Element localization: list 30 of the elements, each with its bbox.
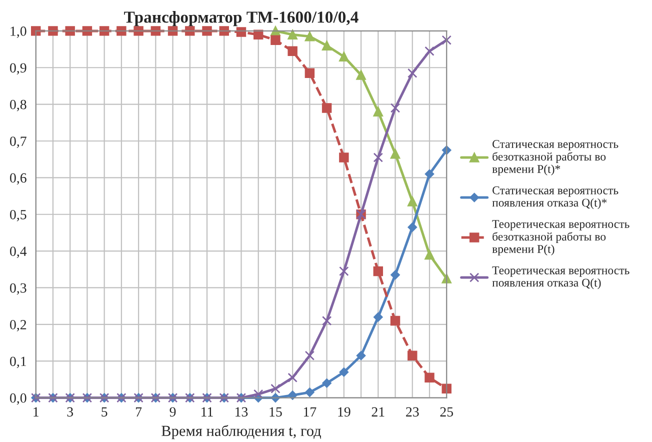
y-tick-label: 0,0 <box>10 393 26 405</box>
x-tick-label: 7 <box>136 407 142 416</box>
x-tick-label: 15 <box>270 407 282 417</box>
chart-title: Трансформатор ТМ-1600/10/0,4 <box>124 11 358 26</box>
x-axis-title: Время наблюдения t, год <box>162 424 322 440</box>
legend-label: Теоретическая вероятность безотказной работы во времени P(t) <box>492 220 630 256</box>
y-tick-label: 0,2 <box>10 320 26 332</box>
y-tick-label: 0,6 <box>10 173 26 185</box>
y-tick-label: 0,1 <box>10 356 26 368</box>
x-tick-label: 11 <box>202 407 213 416</box>
x-tick-label: 1 <box>34 407 38 416</box>
y-tick-label: 0,3 <box>10 283 26 295</box>
x-tick-label: 13 <box>236 407 248 417</box>
x-tick-label: 21 <box>372 407 384 416</box>
y-tick-label: 1,0 <box>10 26 26 38</box>
x-tick-label: 25 <box>440 407 454 417</box>
x-tick-label: 9 <box>170 407 176 417</box>
y-tick-label: 0,4 <box>10 246 27 258</box>
legend-label: Статическая вероятность появления отказа Q(t)* <box>492 186 618 210</box>
legend-label: Теоретическая вероятность появления отказа Q(t) <box>492 266 630 290</box>
y-tick-label: 0,5 <box>10 210 26 222</box>
x-tick-label: 19 <box>338 407 350 417</box>
x-tick-label: 5 <box>102 407 108 417</box>
x-tick-label: 23 <box>406 407 419 417</box>
y-tick-label: 0,7 <box>10 136 26 148</box>
y-tick-label: 0,9 <box>10 63 26 75</box>
y-tick-label: 0,8 <box>10 100 26 112</box>
x-tick-label: 17 <box>304 407 316 416</box>
x-tick-label: 3 <box>67 407 74 417</box>
legend-label: Статическая вероятность безотказной работы во времени P(t)* <box>492 140 618 176</box>
